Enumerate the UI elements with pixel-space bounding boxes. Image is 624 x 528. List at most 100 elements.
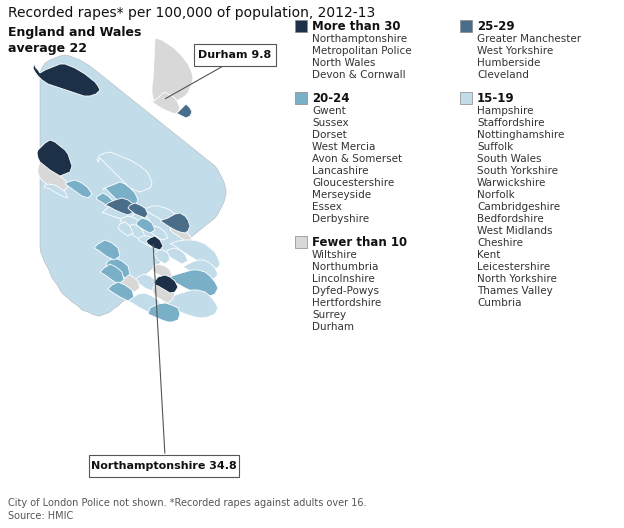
Text: Norfolk: Norfolk xyxy=(477,190,515,200)
Polygon shape xyxy=(130,212,152,228)
Polygon shape xyxy=(168,270,218,296)
Polygon shape xyxy=(94,240,120,260)
Text: Metropolitan Police: Metropolitan Police xyxy=(312,46,412,56)
Text: Gloucestershire: Gloucestershire xyxy=(312,178,394,188)
Polygon shape xyxy=(138,236,158,248)
Text: Cumbria: Cumbria xyxy=(477,298,522,308)
Polygon shape xyxy=(165,248,188,264)
Text: Greater Manchester: Greater Manchester xyxy=(477,34,581,44)
Polygon shape xyxy=(128,293,162,314)
Text: City of London Police not shown. *Recorded rapes against adults over 16.
Source:: City of London Police not shown. *Record… xyxy=(8,498,366,521)
Polygon shape xyxy=(134,274,158,291)
Bar xyxy=(295,20,307,32)
Text: West Mercia: West Mercia xyxy=(312,142,376,152)
Polygon shape xyxy=(170,240,220,268)
Text: Northamptonshire 34.8: Northamptonshire 34.8 xyxy=(91,461,237,471)
Polygon shape xyxy=(128,224,145,240)
Polygon shape xyxy=(162,290,218,318)
Polygon shape xyxy=(148,226,168,240)
FancyBboxPatch shape xyxy=(89,455,239,477)
Text: Leicestershire: Leicestershire xyxy=(477,262,550,272)
Polygon shape xyxy=(108,282,134,301)
Polygon shape xyxy=(140,206,178,224)
Text: Kent: Kent xyxy=(477,250,500,260)
Text: Hertfordshire: Hertfordshire xyxy=(312,298,381,308)
Text: Nottinghamshire: Nottinghamshire xyxy=(477,130,564,140)
Text: Suffolk: Suffolk xyxy=(477,142,514,152)
Text: 15-19: 15-19 xyxy=(477,91,515,105)
Polygon shape xyxy=(118,222,133,236)
FancyBboxPatch shape xyxy=(194,44,276,66)
Polygon shape xyxy=(148,303,180,322)
Text: 20-24: 20-24 xyxy=(312,91,349,105)
Polygon shape xyxy=(154,250,170,264)
Polygon shape xyxy=(152,264,172,280)
Text: North Yorkshire: North Yorkshire xyxy=(477,274,557,284)
Text: Hampshire: Hampshire xyxy=(477,106,534,116)
Polygon shape xyxy=(136,218,155,233)
Polygon shape xyxy=(102,204,128,220)
Text: Dyfed-Powys: Dyfed-Powys xyxy=(312,286,379,296)
Text: Fewer than 10: Fewer than 10 xyxy=(312,235,407,249)
Text: Cheshire: Cheshire xyxy=(477,238,523,248)
Bar xyxy=(295,92,307,104)
Text: Essex: Essex xyxy=(312,202,342,212)
Text: Durham 9.8: Durham 9.8 xyxy=(198,50,271,60)
Text: Wiltshire: Wiltshire xyxy=(312,250,358,260)
Text: Gwent: Gwent xyxy=(312,106,346,116)
Text: Humberside: Humberside xyxy=(477,58,540,68)
Text: Warwickshire: Warwickshire xyxy=(477,178,547,188)
Polygon shape xyxy=(40,55,226,316)
Text: Bedfordshire: Bedfordshire xyxy=(477,214,544,224)
Polygon shape xyxy=(44,184,68,198)
Text: Devon & Cornwall: Devon & Cornwall xyxy=(312,70,406,80)
Text: Cambridgeshire: Cambridgeshire xyxy=(477,202,560,212)
Polygon shape xyxy=(128,203,148,218)
Text: Recorded rapes* per 100,000 of population, 2012-13: Recorded rapes* per 100,000 of populatio… xyxy=(8,6,375,20)
Text: West Yorkshire: West Yorkshire xyxy=(477,46,553,56)
Text: Surrey: Surrey xyxy=(312,310,346,320)
Polygon shape xyxy=(38,162,68,193)
Text: Staffordshire: Staffordshire xyxy=(477,118,545,128)
Polygon shape xyxy=(33,64,100,96)
Polygon shape xyxy=(97,152,152,192)
Text: Northumbria: Northumbria xyxy=(312,262,378,272)
Text: Lancashire: Lancashire xyxy=(312,166,369,176)
Polygon shape xyxy=(116,273,140,292)
Polygon shape xyxy=(105,198,135,215)
Text: Avon & Somerset: Avon & Somerset xyxy=(312,154,402,164)
Polygon shape xyxy=(65,180,92,198)
Text: 25-29: 25-29 xyxy=(477,20,515,33)
Text: Thames Valley: Thames Valley xyxy=(477,286,553,296)
Text: South Yorkshire: South Yorkshire xyxy=(477,166,558,176)
Text: Lincolnshire: Lincolnshire xyxy=(312,274,375,284)
Text: Merseyside: Merseyside xyxy=(312,190,371,200)
Polygon shape xyxy=(152,38,193,110)
Bar xyxy=(295,236,307,248)
Polygon shape xyxy=(182,260,218,280)
Text: Northamptonshire: Northamptonshire xyxy=(312,34,407,44)
Polygon shape xyxy=(100,264,124,284)
Text: Durham: Durham xyxy=(312,322,354,332)
Text: Cleveland: Cleveland xyxy=(477,70,529,80)
Polygon shape xyxy=(160,213,190,233)
Text: Dorset: Dorset xyxy=(312,130,347,140)
Text: England and Wales
average 22: England and Wales average 22 xyxy=(8,26,142,55)
Polygon shape xyxy=(170,224,195,248)
Text: More than 30: More than 30 xyxy=(312,20,401,33)
Polygon shape xyxy=(96,193,115,208)
Polygon shape xyxy=(150,92,180,114)
Text: West Midlands: West Midlands xyxy=(477,226,552,236)
Polygon shape xyxy=(103,182,138,208)
Polygon shape xyxy=(152,282,175,303)
Text: Sussex: Sussex xyxy=(312,118,349,128)
Polygon shape xyxy=(120,216,143,232)
Polygon shape xyxy=(146,236,163,250)
Polygon shape xyxy=(176,104,192,118)
Polygon shape xyxy=(106,258,130,278)
Text: South Wales: South Wales xyxy=(477,154,542,164)
Bar xyxy=(460,20,472,32)
Polygon shape xyxy=(154,275,178,293)
Text: North Wales: North Wales xyxy=(312,58,376,68)
Bar xyxy=(460,92,472,104)
